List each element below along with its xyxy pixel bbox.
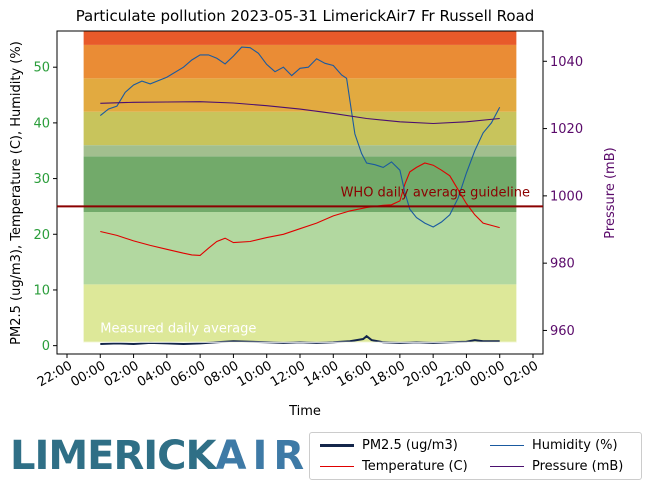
legend-swatch — [490, 445, 524, 446]
band-0 — [83, 284, 517, 343]
series-line-3 — [100, 101, 500, 125]
limerick-air-logo: LIMERICKAIR — [10, 433, 304, 479]
y2-tick-label-2: 1000 — [550, 189, 583, 204]
legend-swatch — [320, 466, 354, 467]
x-tick-label-13: 00:00 — [468, 358, 508, 390]
legend-label: PM2.5 (ug/m3) — [362, 438, 458, 453]
band-3 — [83, 145, 517, 157]
band-6 — [83, 44, 517, 79]
legend-item-1: Temperature (C) — [320, 459, 468, 474]
y-tick-label-4: 40 — [33, 116, 50, 131]
x-tick-label-0: 22:00 — [35, 358, 75, 390]
band-5 — [83, 78, 517, 112]
legend-swatch — [490, 466, 524, 467]
x-tick-label-8: 14:00 — [301, 358, 341, 390]
y2-axis-label: Pressure (mB) — [603, 147, 618, 238]
x-tick-label-14: 02:00 — [501, 358, 541, 390]
series-line-2 — [99, 46, 501, 228]
who-guideline-label: WHO daily average guideline — [341, 185, 530, 200]
x-tick-label-11: 20:00 — [401, 358, 441, 390]
measured-average-label: Measured daily average — [100, 321, 256, 336]
x-tick-label-2: 02:00 — [102, 358, 142, 390]
chart-legend: PM2.5 (ug/m3) Temperature (C) Humidity (%)… — [309, 432, 642, 480]
y-tick-label-1: 10 — [33, 283, 50, 298]
series-line-1 — [100, 162, 500, 256]
x-tick-label-10: 18:00 — [368, 358, 408, 390]
band-1 — [83, 211, 517, 285]
y-tick-label-0: 0 — [42, 339, 50, 354]
x-tick-label-4: 06:00 — [168, 358, 208, 390]
chart-title: Particulate pollution 2023-05-31 Limeric… — [76, 7, 535, 25]
legend-label: Temperature (C) — [362, 459, 468, 474]
legend-item-0: PM2.5 (ug/m3) — [320, 438, 458, 453]
legend-label: Pressure (mB) — [532, 459, 624, 474]
x-axis-label: Time — [288, 404, 321, 419]
logo-text-air: AIR — [215, 433, 311, 479]
legend-swatch — [320, 444, 354, 447]
band-7 — [83, 31, 517, 45]
legend-item-3: Pressure (mB) — [490, 459, 623, 474]
y-tick-label-3: 30 — [33, 172, 50, 187]
y-tick-label-5: 50 — [33, 61, 50, 76]
y2-tick-label-0: 960 — [550, 324, 575, 339]
y-axis-label: PM2.5 (ug/m3), Temperature (C), Humidity… — [9, 41, 24, 345]
y2-tick-label-4: 1040 — [550, 55, 583, 70]
y2-tick-label-3: 1020 — [550, 122, 583, 137]
overlays-layer: Measured daily average WHO daily average … — [57, 185, 543, 343]
x-tick-label-6: 10:00 — [235, 358, 275, 390]
x-tick-label-5: 08:00 — [201, 358, 241, 390]
background-bands — [83, 31, 517, 343]
x-tick-label-12: 22:00 — [434, 358, 474, 390]
band-4 — [83, 111, 517, 146]
legend-item-2: Humidity (%) — [490, 438, 618, 453]
band-2 — [83, 156, 517, 212]
y2-tick-label-1: 980 — [550, 257, 575, 272]
x-tick-label-3: 04:00 — [135, 358, 175, 390]
x-tick-label-1: 00:00 — [68, 358, 108, 390]
logo-text-limerick: LIMERICK — [10, 433, 217, 479]
legend-label: Humidity (%) — [532, 438, 618, 453]
x-tick-label-7: 12:00 — [268, 358, 308, 390]
y-tick-label-2: 20 — [33, 228, 50, 243]
x-tick-label-9: 16:00 — [335, 358, 375, 390]
